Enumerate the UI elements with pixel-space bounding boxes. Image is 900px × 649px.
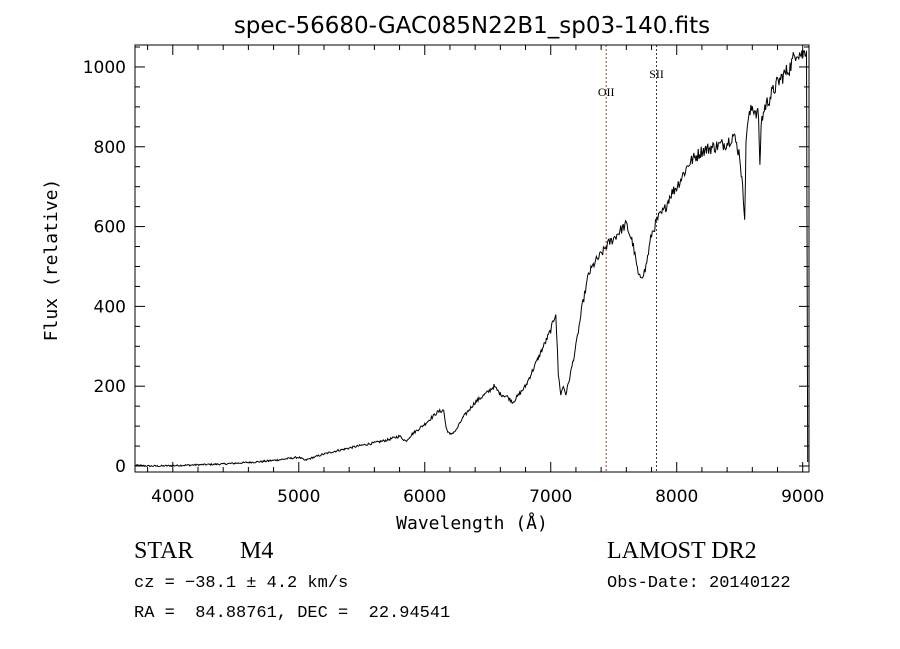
x-tick-label: 5000 xyxy=(277,487,320,507)
y-tick-label: 800 xyxy=(94,138,126,158)
x-axis-label: Wavelength (Å) xyxy=(396,512,548,534)
object-class: STAR xyxy=(134,538,194,564)
radial-velocity: cz = −38.1 ± 4.2 km/s xyxy=(134,574,349,593)
y-tick-label: 0 xyxy=(115,457,126,477)
line-marker-label-oii: OII xyxy=(598,85,615,99)
spectral-subclass: M4 xyxy=(240,538,274,564)
survey-name: LAMOST DR2 xyxy=(607,538,757,564)
chart-title: spec-56680-GAC085N22B1_sp03-140.fits xyxy=(234,13,710,39)
spectrum-chart: spec-56680-GAC085N22B1_sp03-140.fits 400… xyxy=(41,13,825,534)
spectrum-line xyxy=(134,50,809,468)
observation-date: Obs-Date: 20140122 xyxy=(607,574,791,593)
x-tick-label: 8000 xyxy=(655,487,698,507)
plot-frame xyxy=(134,44,810,473)
line-marker-label-sii: SII xyxy=(649,67,664,81)
x-tick-label: 7000 xyxy=(529,487,572,507)
axis-ticks xyxy=(135,45,809,472)
x-tick-label: 9000 xyxy=(781,487,824,507)
axis-tick-labels: 4000 5000 6000 7000 8000 9000 0 200 400 600 800 100… xyxy=(83,58,825,507)
emission-line-markers: OII SII xyxy=(598,45,664,472)
y-tick-label: 600 xyxy=(94,218,126,238)
x-tick-label: 6000 xyxy=(403,487,446,507)
y-axis-label: Flux (relative) xyxy=(41,179,62,342)
sky-coordinates: RA = 84.88761, DEC = 22.94541 xyxy=(134,604,451,623)
y-tick-label: 400 xyxy=(94,297,126,317)
x-tick-label: 4000 xyxy=(151,487,194,507)
y-tick-label: 1000 xyxy=(83,58,126,78)
y-tick-label: 200 xyxy=(94,377,126,397)
